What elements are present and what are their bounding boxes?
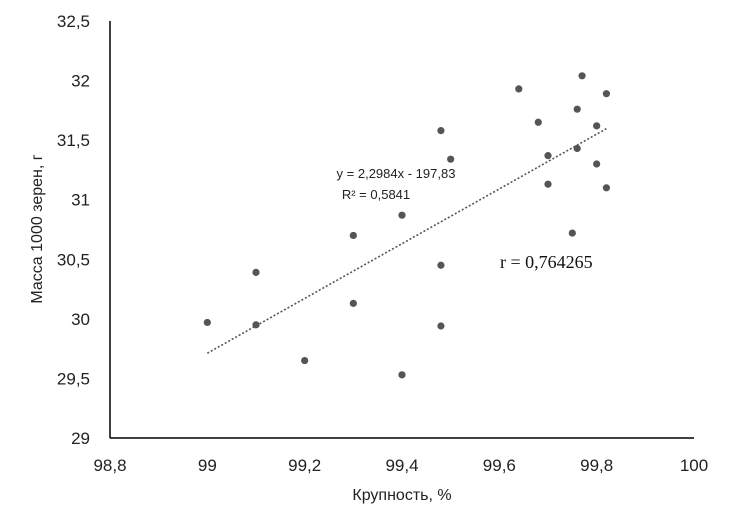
y-tick-label: 31 (71, 191, 90, 210)
correlation-coefficient-label: r = 0,764265 (500, 252, 593, 272)
x-tick-label: 99,4 (385, 456, 418, 475)
data-point (602, 90, 611, 98)
y-tick-label: 29 (71, 429, 90, 448)
data-point (349, 231, 357, 240)
y-tick-label: 30,5 (57, 250, 90, 269)
data-point (544, 152, 552, 160)
y-tick-label: 31,5 (57, 131, 90, 150)
x-tick-label: 100 (680, 456, 708, 475)
x-tick-labels: 98,8 99 99,2 99,4 99,6 99,8 100 (93, 456, 708, 475)
data-point (437, 261, 445, 269)
y-tick-label: 29,5 (57, 369, 90, 388)
x-tick-label: 99,6 (483, 456, 516, 475)
data-point (437, 127, 445, 135)
data-point (593, 160, 601, 168)
data-point (515, 85, 523, 93)
data-point (544, 180, 552, 188)
x-tick-label: 99,2 (288, 456, 321, 475)
data-point (301, 356, 309, 365)
x-tick-label: 98,8 (93, 456, 126, 475)
trendline (206, 127, 607, 354)
y-tick-labels: 29 29,5 30 30,5 31 31,5 32 32,5 (57, 12, 90, 448)
data-point (593, 122, 601, 130)
x-tick-label: 99 (198, 456, 217, 475)
data-point (447, 155, 455, 163)
y-tick-label: 32,5 (57, 12, 90, 31)
data-point (437, 322, 445, 330)
y-tick-label: 30 (71, 310, 90, 329)
data-point (573, 105, 581, 113)
y-tick-label: 32 (71, 72, 90, 91)
data-point (349, 299, 357, 307)
data-points (203, 72, 611, 379)
y-axis-title: Масса 1000 зерен, г (29, 154, 46, 303)
data-point (252, 268, 260, 276)
x-tick-label: 99,8 (580, 456, 613, 475)
x-axis-title: Крупность, % (352, 487, 451, 504)
data-point (602, 184, 611, 192)
data-point (573, 144, 581, 153)
data-point (568, 229, 576, 237)
trendline-equation: y = 2,2984x - 197,83 (337, 166, 456, 181)
data-point (534, 118, 542, 126)
data-point (578, 72, 586, 80)
r-squared-label: R² = 0,5841 (342, 187, 410, 202)
data-point (398, 211, 406, 219)
data-point (252, 321, 260, 329)
data-point (398, 371, 406, 379)
data-point (203, 318, 211, 327)
